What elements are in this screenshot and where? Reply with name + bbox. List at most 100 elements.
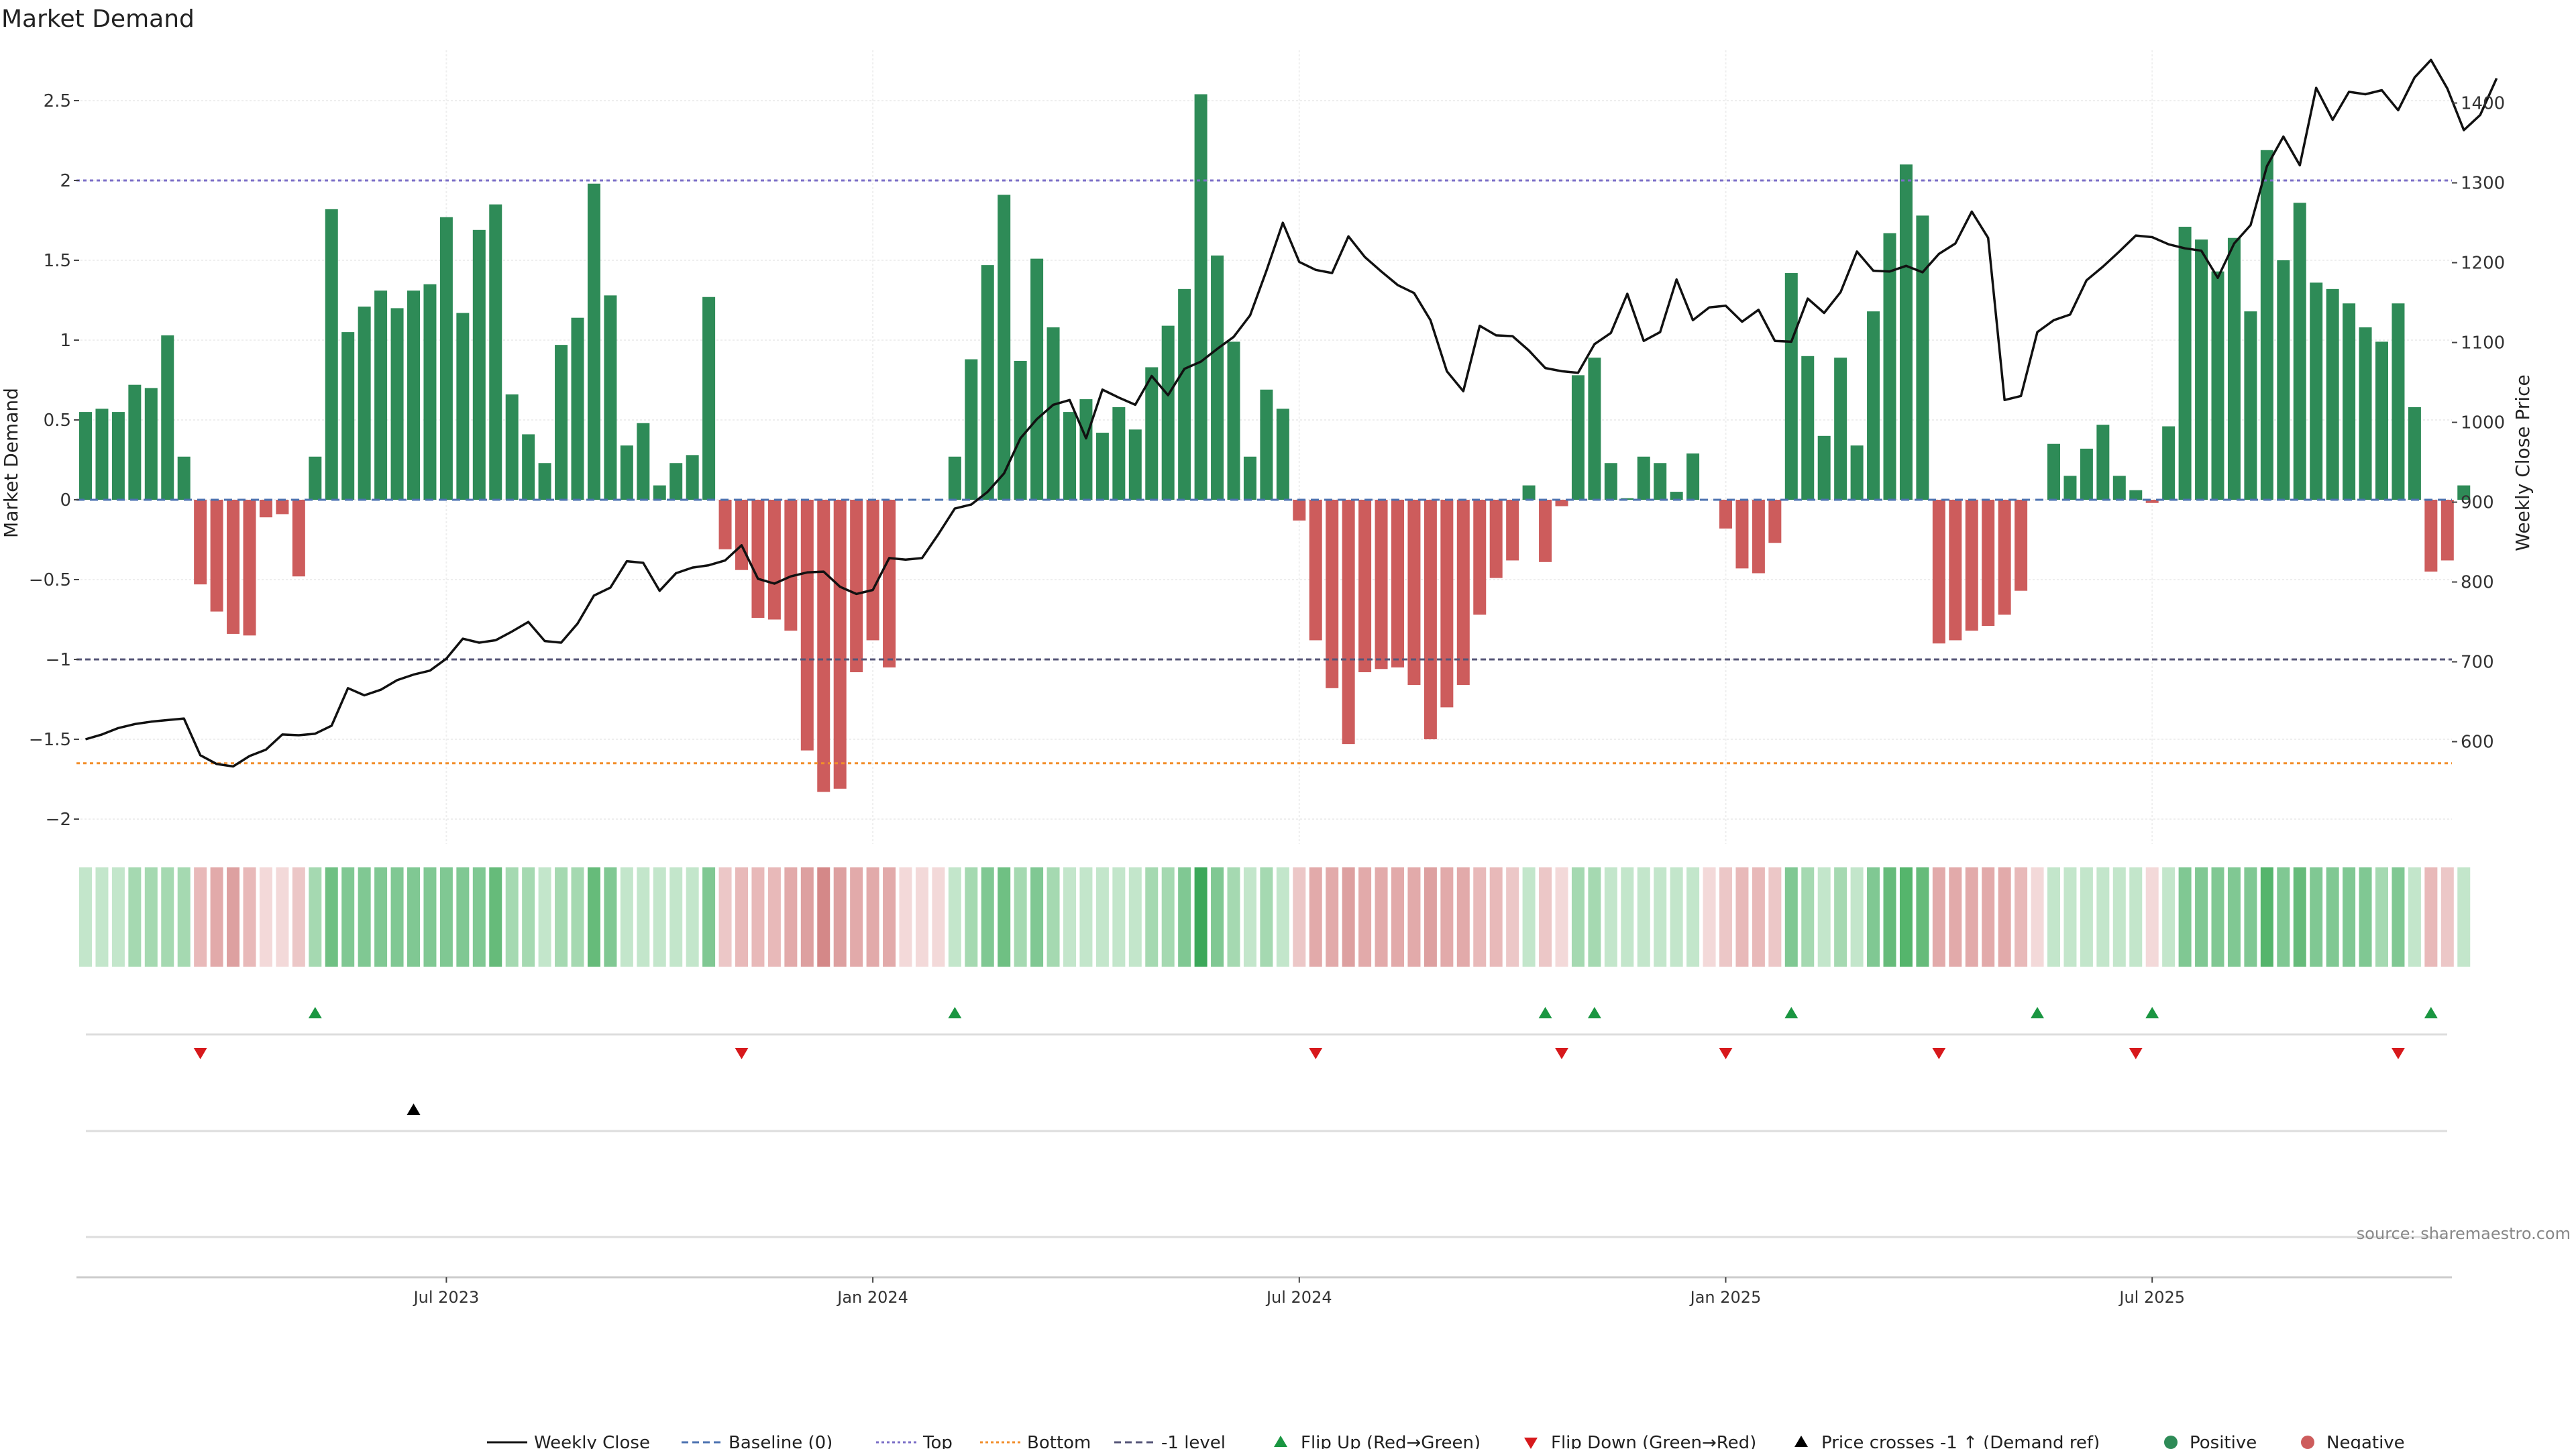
negative-bar (1489, 500, 1503, 578)
positive-bar (439, 217, 453, 500)
heat-cell (1095, 867, 1109, 967)
heat-cell (965, 867, 978, 967)
heat-cell (1194, 867, 1208, 967)
positive-bar (2244, 311, 2257, 500)
positive-bar (309, 456, 322, 500)
heat-cell (1949, 867, 1962, 967)
heat-cell (243, 867, 256, 967)
source-note: source: sharemaestro.com (2357, 1224, 2571, 1243)
flip-down-marker (1555, 1048, 1568, 1059)
heat-cell (2408, 867, 2421, 967)
positive-bar (653, 485, 666, 500)
negative-bar (1752, 500, 1765, 574)
negative-bar (800, 500, 814, 751)
heat-cell (111, 867, 125, 967)
positive-bar (604, 295, 617, 500)
heat-cell (2424, 867, 2438, 967)
heat-cell (2178, 867, 2192, 967)
heat-cell (620, 867, 633, 967)
heat-cell (2096, 867, 2110, 967)
heat-cell (1850, 867, 1864, 967)
heat-cell (1243, 867, 1256, 967)
legend-label: Flip Up (Red→Green) (1301, 1433, 1481, 1449)
heat-cell (1112, 867, 1126, 967)
heat-cell (1407, 867, 1421, 967)
heat-cell (1784, 867, 1798, 967)
heat-cell (390, 867, 404, 967)
positive-bar (1276, 409, 1289, 500)
legend: Weekly Close Baseline (0) Top Bottom -1 leve… (487, 1433, 2405, 1449)
heat-cell (1079, 867, 1093, 967)
heat-cell (1161, 867, 1175, 967)
heat-cell (555, 867, 568, 967)
heat-cell (1719, 867, 1732, 967)
positive-bar (2047, 443, 2060, 500)
flip-down-marker (2391, 1048, 2405, 1059)
heat-cell (1965, 867, 1978, 967)
negative-bar (1326, 500, 1339, 688)
negative-bar (194, 500, 207, 585)
negative-bar (1358, 500, 1372, 673)
positive-bar (1784, 273, 1798, 500)
positive-bar (1899, 164, 1913, 500)
heat-cell (2047, 867, 2060, 967)
heat-cell (439, 867, 453, 967)
heat-cell (1424, 867, 1437, 967)
positive-bar (358, 307, 371, 500)
heat-cell (800, 867, 814, 967)
heat-cell (2227, 867, 2241, 967)
x-tick-label: Jan 2024 (836, 1288, 908, 1307)
positive-bar (472, 229, 486, 500)
positive-bar (1834, 358, 1847, 500)
heat-cell (1867, 867, 1880, 967)
y-tick-label: 2 (60, 171, 71, 191)
positive-bar (95, 409, 109, 500)
positive-bar (620, 445, 633, 500)
negative-bar (1375, 500, 1388, 669)
x-tick-label: Jul 2023 (413, 1288, 480, 1307)
heat-cell (1998, 867, 2011, 967)
heat-cell (1178, 867, 1191, 967)
legend-label: Negative (2326, 1433, 2405, 1449)
positive-bar (2080, 448, 2093, 500)
heat-cell (571, 867, 584, 967)
positive-bar (161, 335, 174, 500)
heat-cell (702, 867, 716, 967)
negative-bar (735, 500, 748, 570)
heat-cell (1473, 867, 1487, 967)
negative-bar (1982, 500, 1995, 627)
negative-bar (1424, 500, 1437, 739)
heat-cell (1227, 867, 1240, 967)
flip-down-marker (1719, 1048, 1733, 1059)
heat-cell (2326, 867, 2339, 967)
positive-bar (2277, 260, 2290, 500)
negative-bar (1407, 500, 1421, 686)
positive-bar (1161, 325, 1175, 500)
heat-cell (2260, 867, 2273, 967)
heat-cell (637, 867, 650, 967)
y2-tick-label: 600 (2461, 733, 2494, 753)
y2-axis-ticks: 1400 1300 1200 1100 1000 900 800 700 600 (2452, 94, 2505, 753)
positive-bar (2129, 490, 2143, 500)
heat-cell (735, 867, 748, 967)
positive-bar (111, 412, 125, 500)
negative-bar (1440, 500, 1454, 708)
heat-cell (1555, 867, 1568, 967)
positive-bar (1211, 255, 1224, 500)
positive-bar (1128, 429, 1142, 500)
demand-heat-strip (79, 867, 2471, 967)
heat-cell (358, 867, 371, 967)
positive-bar (965, 359, 978, 500)
heat-cell (1637, 867, 1650, 967)
heat-cell (210, 867, 223, 967)
heat-cell (194, 867, 207, 967)
flip-down-marker (193, 1048, 207, 1059)
positive-bar (669, 463, 683, 500)
positive-bar (1227, 341, 1240, 500)
legend-label: Flip Down (Green→Red) (1551, 1433, 1756, 1449)
positive-bar (981, 265, 994, 500)
heat-cell (2162, 867, 2176, 967)
negative-bar (1998, 500, 2011, 615)
negative-bar (1456, 500, 1470, 686)
heat-cell (1046, 867, 1060, 967)
